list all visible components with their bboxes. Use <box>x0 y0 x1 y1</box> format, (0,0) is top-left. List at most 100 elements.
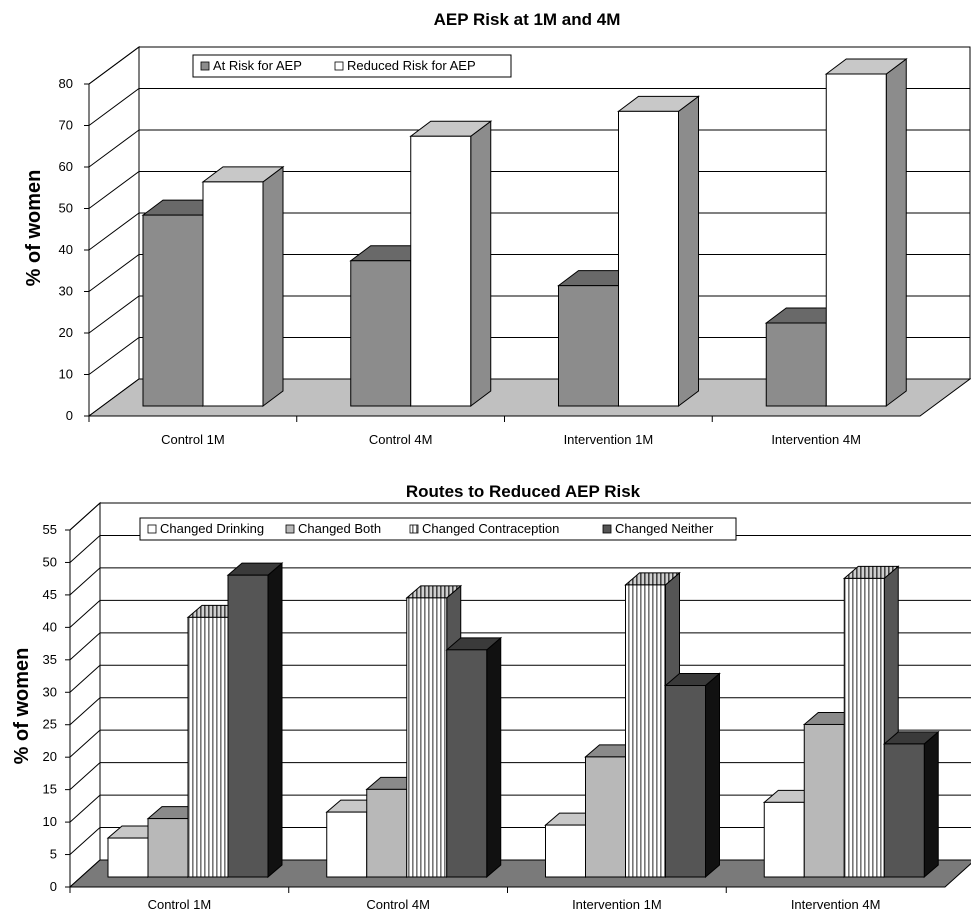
chart1-plot: 0 10 20 30 40 50 60 70 80 Control 1M Control 4M Int… <box>59 46 971 447</box>
chart1-bar-front <box>618 110 679 407</box>
chart1-category-label-intervention-4m: Intervention 4M <box>771 432 861 447</box>
chart2-bar-front <box>326 811 368 878</box>
chart2-gridline <box>69 599 971 628</box>
chart1-y-tick-label: 50 <box>59 201 73 216</box>
chart2-bar-changed-neither-control-4m <box>445 636 503 879</box>
chart2-y-tick-label: 0 <box>50 879 57 894</box>
chart1-bar-side <box>885 58 907 407</box>
chart2-bar-front <box>545 824 586 878</box>
chart1-category-label-intervention-1m: Intervention 1M <box>564 432 654 447</box>
chart1-bar-reduced-risk-for-aep-control-4m <box>409 120 493 407</box>
chart1-y-tick-label: 20 <box>59 325 73 340</box>
chart2-bar-front <box>585 756 626 878</box>
chart2-bar-front <box>625 584 666 878</box>
chart1-bar-front <box>558 285 619 407</box>
chart2-bar-front <box>843 577 885 878</box>
chart1-bar-front <box>142 214 204 407</box>
chart2-bar-front <box>446 649 488 878</box>
chart1-y-tick-label: 0 <box>66 408 73 423</box>
chart2-legend-label-changed-drinking: Changed Drinking <box>160 521 264 536</box>
chart2-legend-swatch-changed-drinking <box>147 524 157 534</box>
chart2-bar-side <box>923 730 939 879</box>
chart2-legend-label-changed-contraception: Changed Contraception <box>422 521 559 536</box>
chart2-y-tick-label: 40 <box>43 619 57 634</box>
chart2-bar-front <box>227 574 269 878</box>
chart2-y-tick-label: 30 <box>43 684 57 699</box>
chart2-legend-label-changed-neither: Changed Neither <box>615 521 714 536</box>
chart1-title: AEP Risk at 1M and 4M <box>434 10 621 29</box>
chart2-legend-box <box>139 517 737 541</box>
chart2-bar-side <box>705 672 720 879</box>
chart1-bar-front <box>825 73 887 407</box>
chart2-category-label-control-4m: Control 4M <box>366 897 430 912</box>
chart1-y-tick-label: 10 <box>59 367 73 382</box>
chart2-bar-changed-neither-intervention-4m <box>882 730 940 879</box>
chart2-bar-side <box>486 636 502 879</box>
chart1-legend-label-at-risk-for-aep: At Risk for AEP <box>213 58 302 73</box>
chart1-bar-reduced-risk-for-aep-intervention-1m <box>617 95 700 407</box>
chart2-y-tick-label: 10 <box>43 814 57 829</box>
chart2-bar-changed-neither-control-1m <box>226 562 284 879</box>
chart2-gridline <box>69 632 971 661</box>
chart2-y-axis-label: % of women <box>11 648 33 765</box>
chart1-legend-swatch-reduced-risk-for-aep <box>334 61 344 71</box>
chart1-bar-side <box>678 95 699 407</box>
chart1-y-axis-label: % of women <box>23 170 45 287</box>
chart2-bar-front <box>147 818 189 878</box>
chart1-gridline <box>88 46 970 85</box>
chart2-legend-swatch-changed-neither <box>602 524 612 534</box>
chart2-legend-swatch-changed-both <box>285 524 295 534</box>
chart2-y-tick-label: 55 <box>43 522 57 537</box>
chart2-bar-front <box>187 616 229 878</box>
chart1-y-tick-label: 60 <box>59 159 73 174</box>
chart2-bar-front <box>883 743 925 878</box>
chart1-bar-front <box>350 260 412 407</box>
chart2-bar-front <box>406 597 448 878</box>
chart1-category-label-control-1m: Control 1M <box>161 432 225 447</box>
chart2-legend: Changed Drinking Changed Both Changed Cont… <box>139 517 737 541</box>
chart1-bar-front <box>765 322 827 407</box>
chart1-bar-front <box>410 135 472 407</box>
chart1-bar-side <box>470 120 492 407</box>
chart2-category-label-intervention-1m: Intervention 1M <box>572 897 662 912</box>
chart2-side-wall <box>69 501 101 889</box>
chart1-bar-side <box>262 165 284 407</box>
chart2-y-tick-label: 5 <box>50 847 57 862</box>
chart2-gridline <box>69 664 971 693</box>
chart2-bar-front <box>803 723 845 878</box>
chart2-y-tick-label: 25 <box>43 717 57 732</box>
chart1-bar-reduced-risk-for-aep-control-1m <box>201 165 285 407</box>
chart2-legend-swatch-changed-contraception <box>409 524 419 534</box>
chart2-bar-front <box>366 788 408 878</box>
chart2-legend-label-changed-both: Changed Both <box>298 521 381 536</box>
chart1-category-label-control-4m: Control 4M <box>369 432 433 447</box>
chart1-y-tick-label: 80 <box>59 76 73 91</box>
chart2-y-tick-label: 35 <box>43 652 57 667</box>
chart1-legend-swatch-at-risk-for-aep <box>200 61 210 71</box>
chart2-category-label-intervention-4m: Intervention 4M <box>791 897 881 912</box>
chart1-bar-front <box>202 181 264 407</box>
chart2-category-label-control-1m: Control 1M <box>148 897 212 912</box>
chart2-bar-front <box>107 837 149 878</box>
chart2-y-tick-label: 15 <box>43 782 57 797</box>
chart2-y-tick-label: 50 <box>43 554 57 569</box>
chart1-y-tick-label: 40 <box>59 242 73 257</box>
chart2-gridline <box>69 502 971 531</box>
chart2-bar-side <box>267 562 283 879</box>
chart1-legend-label-reduced-risk-for-aep: Reduced Risk for AEP <box>347 58 476 73</box>
chart2-bar-front <box>665 685 706 878</box>
chart1-bar-reduced-risk-for-aep-intervention-4m <box>824 58 908 407</box>
chart1-legend-box <box>192 54 512 78</box>
chart1-gridline <box>88 88 970 126</box>
chart2-gridline <box>69 567 971 596</box>
chart1-y-tick-label: 30 <box>59 284 73 299</box>
chart2-title: Routes to Reduced AEP Risk <box>406 482 641 501</box>
chart2-plot: 0 5 10 15 20 25 30 35 40 45 50 55 Control 1M Control … <box>43 501 971 912</box>
chart2-bar-front <box>763 801 805 878</box>
chart2-bar-changed-neither-intervention-1m <box>664 672 721 879</box>
chart2-y-tick-label: 45 <box>43 587 57 602</box>
chart1-legend: At Risk for AEP Reduced Risk for AEP <box>192 54 512 78</box>
chart1-y-tick-label: 70 <box>59 118 73 133</box>
chart2-y-tick-label: 20 <box>43 749 57 764</box>
